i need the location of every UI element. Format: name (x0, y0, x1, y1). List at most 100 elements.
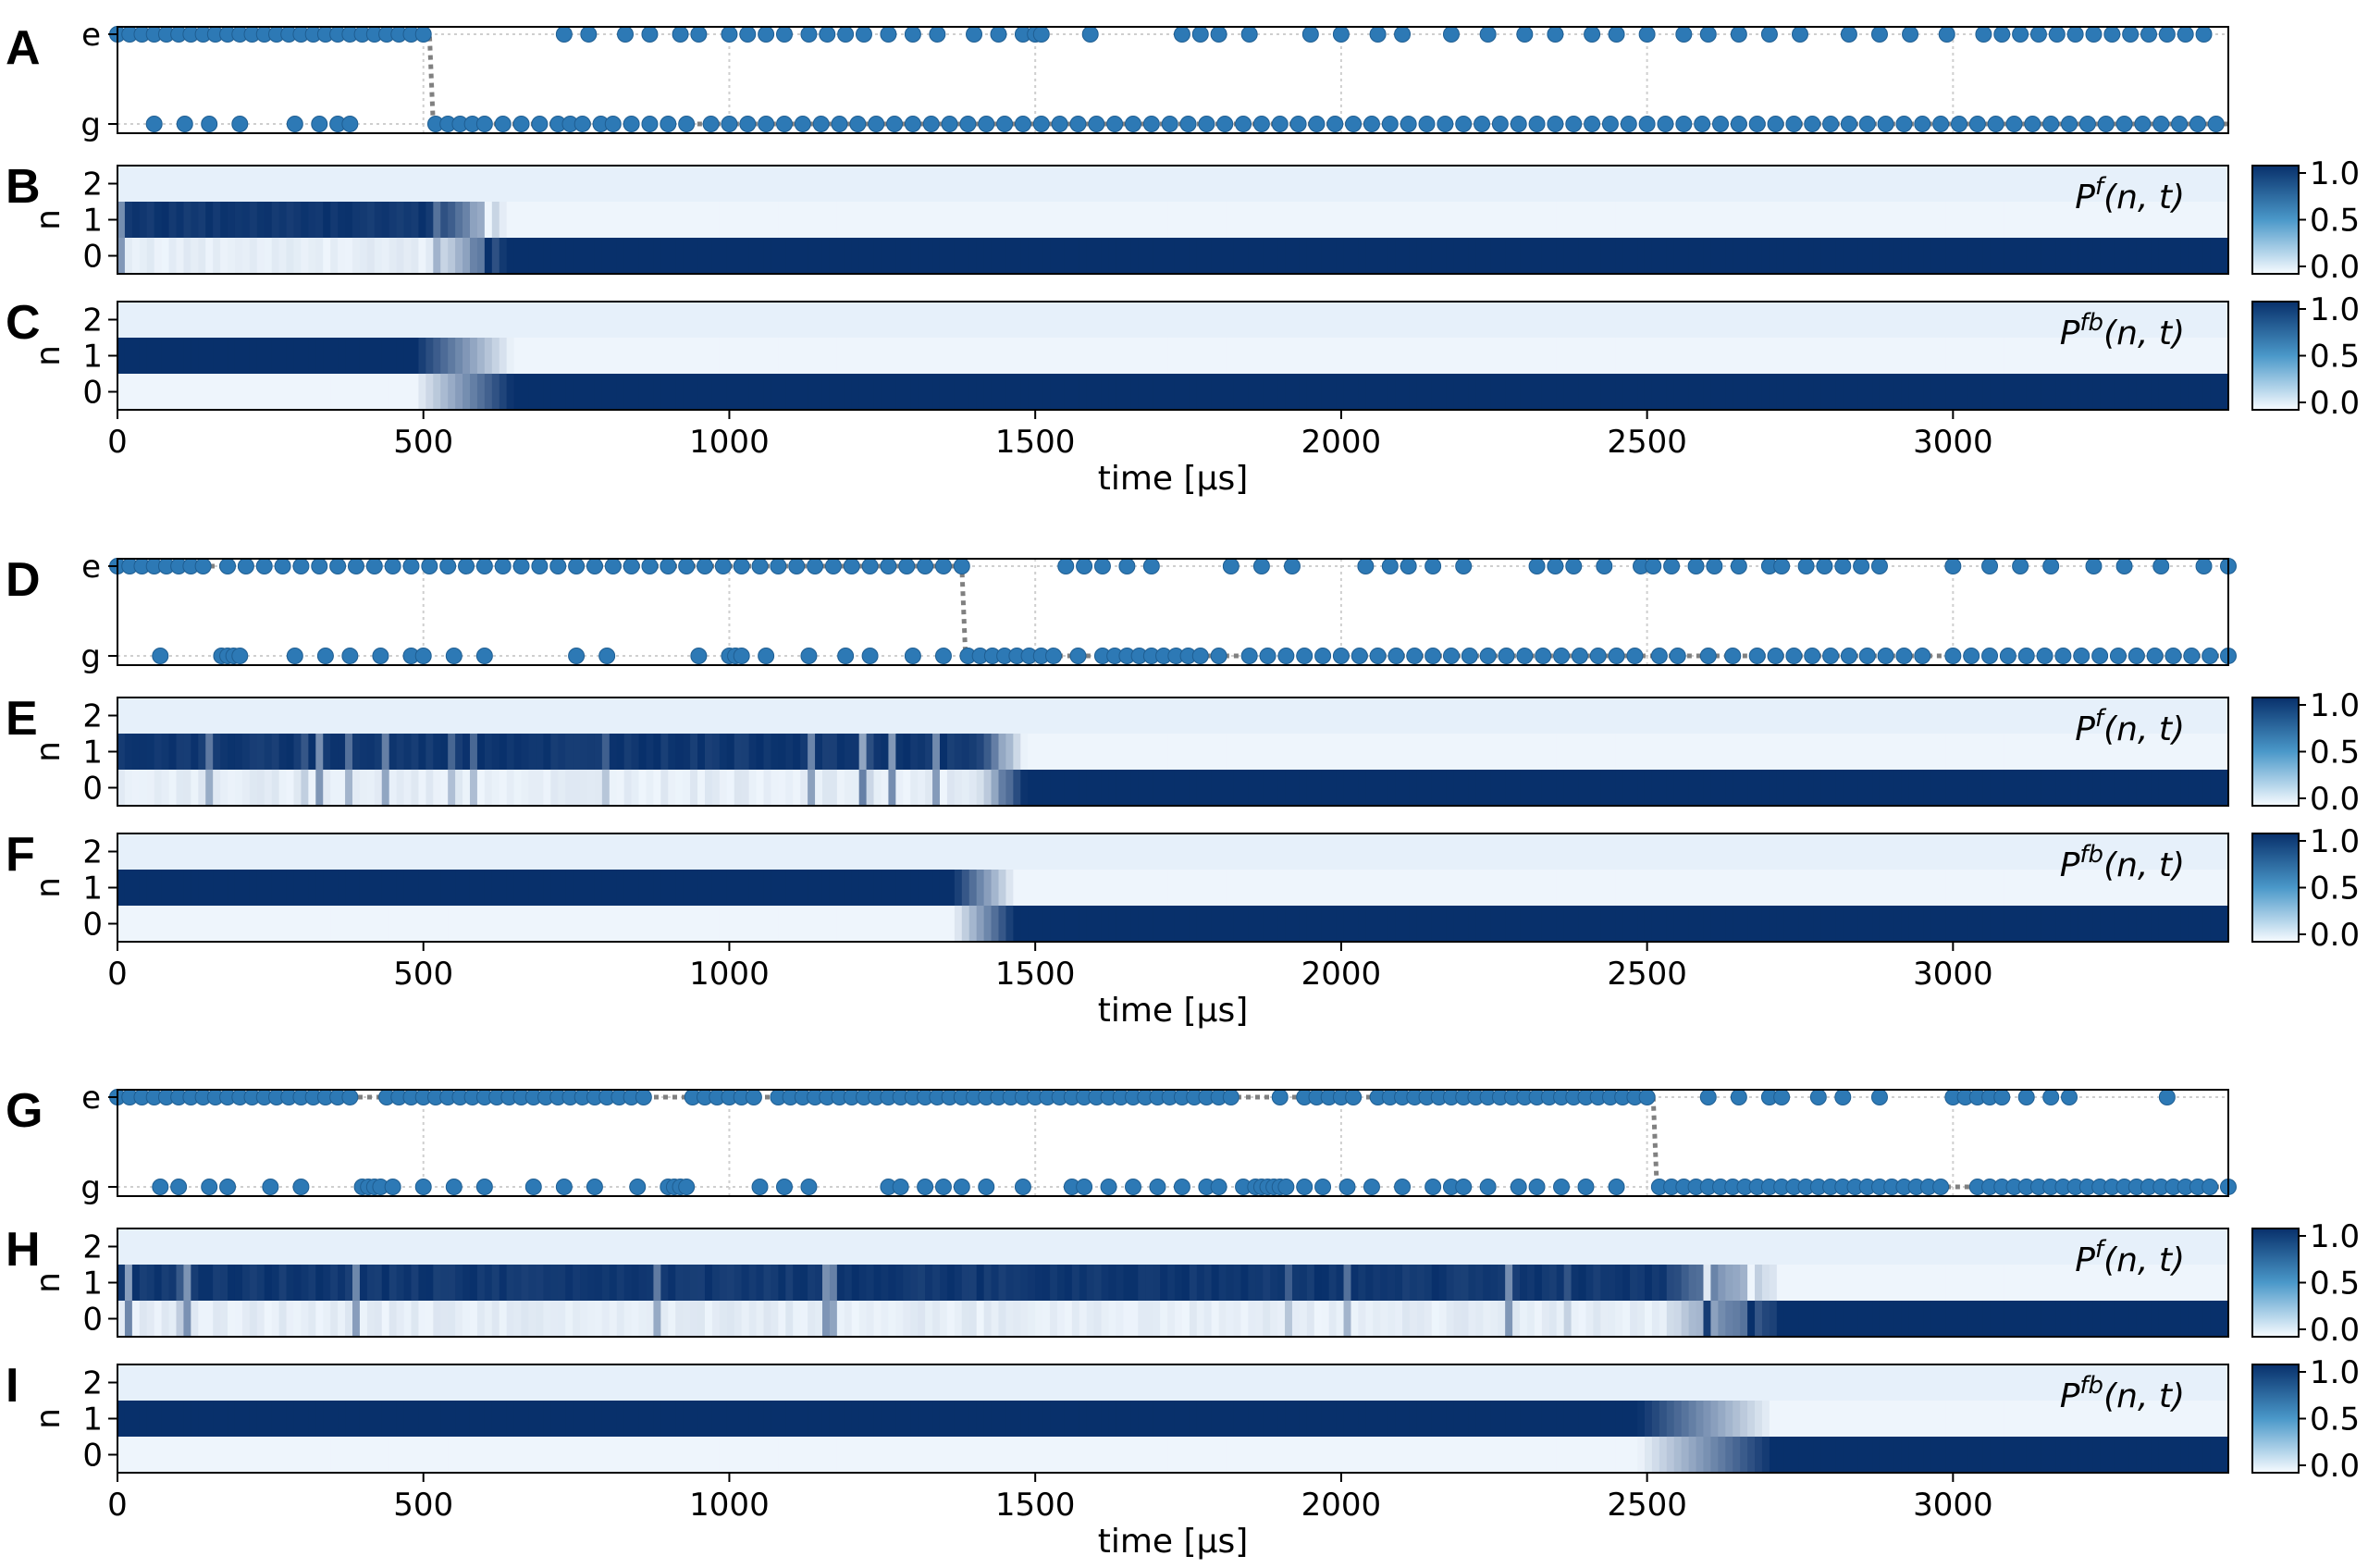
heatmap-cell (256, 870, 265, 906)
heatmap-cell (2143, 906, 2152, 942)
heatmap-cell (1328, 338, 1338, 374)
heatmap-cell (536, 374, 544, 410)
ylabel: n (30, 1272, 68, 1293)
heatmap-cell (1843, 238, 1851, 274)
panel-label: I (6, 1359, 18, 1413)
heatmap-cell (249, 1301, 258, 1337)
heatmap-cell (1306, 238, 1315, 274)
heatmap-cell (1512, 1437, 1521, 1473)
heatmap-cell (785, 1437, 794, 1473)
heatmap-cell (1916, 1437, 1925, 1473)
heatmap-cell (1314, 202, 1323, 238)
heatmap-cell (932, 870, 941, 906)
heatmap-cell (1644, 1437, 1653, 1473)
heatmap-cell (2107, 238, 2115, 274)
heatmap-cell (2078, 906, 2086, 942)
heatmap-cell (646, 870, 655, 906)
heatmap-cell (168, 734, 178, 770)
heatmap-cell (1930, 770, 1940, 806)
heatmap-cell (1960, 734, 1968, 770)
heatmap-cell (1211, 338, 1220, 374)
data-point-e (623, 558, 640, 574)
heatmap-cell (1967, 906, 1976, 942)
heatmap-cell (1886, 338, 1895, 374)
heatmap-cell (1336, 1301, 1345, 1337)
heatmap-annotation: Pf(n, t) (2075, 173, 2185, 216)
heatmap-cell (1160, 906, 1168, 942)
heatmap-cell (638, 1265, 648, 1301)
heatmap-cell (925, 870, 933, 906)
data-point-e (745, 1089, 762, 1105)
heatmap-cell (1791, 238, 1800, 274)
heatmap-cell (2136, 1301, 2145, 1337)
data-point-g (1240, 648, 1258, 664)
heatmap-cell (2114, 734, 2123, 770)
heatmap-cell (455, 734, 463, 770)
heatmap-cell (616, 906, 625, 942)
heatmap-cell (851, 338, 860, 374)
heatmap-cell (1534, 1401, 1543, 1437)
heatmap-cell (1769, 202, 1778, 238)
data-point-e (966, 26, 983, 43)
data-point-e (2017, 1089, 2035, 1105)
heatmap-cell (697, 906, 706, 942)
heatmap-cell (2092, 202, 2101, 238)
data-point-e (953, 558, 970, 574)
data-point-e (1638, 26, 1656, 43)
heatmap-cell (1681, 1265, 1690, 1301)
heatmap-cell (2041, 734, 2050, 770)
heatmap-cell (2210, 1301, 2218, 1337)
heatmap-cell (161, 770, 170, 806)
heatmap-cell (418, 1301, 426, 1337)
heatmap-cell (241, 238, 251, 274)
heatmap-cell (161, 906, 170, 942)
heatmap-cell (198, 1265, 206, 1301)
heatmap-cell (1710, 770, 1719, 806)
heatmap-cell (213, 770, 221, 806)
heatmap-cell (1798, 734, 1807, 770)
heatmap-cell (653, 1265, 661, 1301)
heatmap-cell (131, 734, 141, 770)
heatmap-cell (829, 1301, 838, 1337)
heatmap-cell (1505, 1401, 1513, 1437)
heatmap-cell (1982, 202, 1991, 238)
heatmap-cell (1416, 202, 1425, 238)
heatmap-cell (1688, 870, 1697, 906)
heatmap-cell (396, 770, 405, 806)
heatmap-cell (1600, 1401, 1609, 1437)
heatmap-cell (1791, 906, 1800, 942)
heatmap-cell (991, 770, 1000, 806)
heatmap-cell (2188, 1437, 2196, 1473)
heatmap-cell (1908, 770, 1918, 806)
heatmap-cell (1996, 1265, 2005, 1301)
heatmap-cell (565, 1301, 574, 1337)
heatmap-cell (1637, 770, 1646, 806)
heatmap-cell (1556, 870, 1565, 906)
heatmap-cell (690, 906, 698, 942)
panel-label: B (6, 160, 41, 214)
heatmap-cell (1226, 338, 1235, 374)
heatmap-cell (1761, 1265, 1770, 1301)
data-point-g (1088, 116, 1105, 132)
heatmap-annotation: Pfb(n, t) (2060, 1372, 2185, 1415)
heatmap-cell (1328, 770, 1338, 806)
data-point-e (1547, 26, 1564, 43)
heatmap-cell (2092, 1437, 2101, 1473)
heatmap-cell (308, 734, 316, 770)
heatmap-cell (1064, 374, 1073, 410)
heatmap-cell (1783, 870, 1793, 906)
heatmap-cell (1475, 202, 1484, 238)
heatmap-cell (815, 770, 823, 806)
heatmap-cell (315, 870, 324, 906)
heatmap-cell (176, 238, 185, 274)
colorbar-tick-label: 0.0 (2310, 249, 2360, 286)
data-point-g (2134, 116, 2152, 132)
heatmap-cell (455, 374, 463, 410)
heatmap-cell (2048, 238, 2057, 274)
heatmap-cell (388, 238, 398, 274)
data-point-g (922, 116, 940, 132)
heatmap-cell (558, 734, 566, 770)
heatmap-cell (903, 870, 911, 906)
heatmap-cell (1755, 870, 1763, 906)
heatmap-cell (543, 906, 551, 942)
